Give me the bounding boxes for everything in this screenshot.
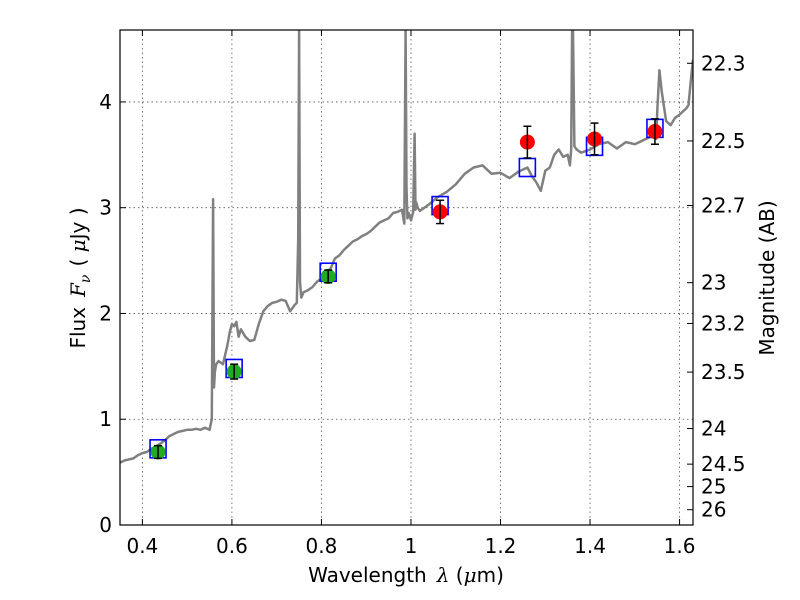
mag-tick-label: 26 [701, 498, 726, 522]
mag-tick-label: 23 [701, 271, 726, 295]
mag-tick-label: 23.5 [701, 360, 746, 384]
y2-axis-label: Magnitude (AB) [755, 200, 779, 355]
plot-area [120, 30, 693, 464]
x-tick-label: 1 [405, 534, 418, 558]
y-tick-label: 3 [99, 196, 112, 220]
mag-tick-label: 24 [701, 417, 726, 441]
x-tick-label: 1.6 [664, 534, 696, 558]
y-tick-label: 2 [99, 301, 112, 325]
y-tick-label: 0 [99, 513, 112, 537]
x-tick-label: 0.4 [126, 534, 158, 558]
mag-tick-label: 22.3 [701, 51, 746, 75]
y-axis-label: FluxFν( μJy ) [66, 207, 94, 348]
mag-tick-label: 25 [701, 475, 726, 499]
x-tick-label: 0.6 [216, 534, 248, 558]
mag-tick-label: 22.7 [701, 194, 746, 218]
model-spectrum-line [120, 30, 693, 464]
x-axis-label: Wavelength λ (μm) [308, 563, 504, 587]
mag-tick-label: 23.2 [701, 311, 746, 335]
y-tick-label: 1 [99, 407, 112, 431]
mag-tick-label: 22.5 [701, 129, 746, 153]
axes: 0.4 0.6 0.8 1 1.2 1.4 1.60123422.322.522.72323… [99, 30, 746, 558]
x-tick-label: 1.2 [485, 534, 517, 558]
x-tick-label: 0.8 [306, 534, 338, 558]
x-tick-label: 1.4 [574, 534, 606, 558]
y-tick-label: 4 [99, 90, 112, 114]
plot-frame [119, 29, 694, 526]
mag-tick-label: 24.5 [701, 452, 746, 476]
